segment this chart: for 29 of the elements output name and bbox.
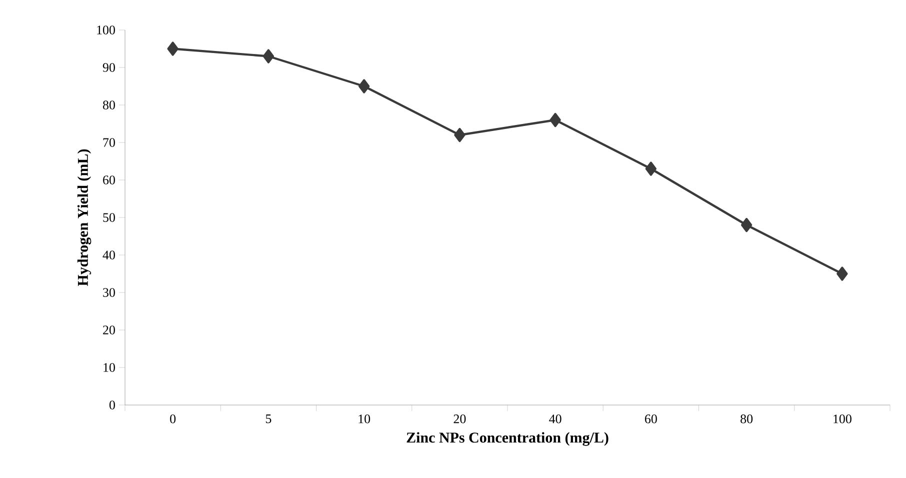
y-tick-label: 10: [104, 363, 115, 372]
x-tick-label: 80: [740, 414, 753, 424]
y-tick-label: 80: [102, 100, 115, 110]
y-tick-label: 90: [102, 63, 115, 72]
y-tick-label: 20: [103, 326, 115, 334]
y-axis-title: Hydrogen Yield (mL): [77, 149, 92, 286]
x-tick-label: 40: [549, 414, 562, 424]
point: [550, 112, 561, 128]
point: [262, 49, 274, 64]
point: [740, 218, 752, 232]
y-tick-label: 30: [103, 288, 115, 297]
x-tick-label: 20: [454, 414, 466, 424]
point: [645, 162, 657, 176]
y-tick-label: 70: [103, 138, 115, 147]
point: [836, 266, 848, 281]
y-tick-label: 60: [103, 176, 115, 184]
x-tick-label: 60: [645, 414, 657, 424]
y-tick-label: 0: [109, 400, 115, 410]
x-tick-label: 0: [170, 414, 176, 424]
x-tick-label: 100: [834, 414, 852, 424]
y-tick-label: 100: [97, 26, 115, 34]
y-tick-label: 50: [103, 213, 115, 222]
y-tick-label: 40: [102, 250, 115, 260]
point: [454, 128, 466, 142]
x-axis-title: Zinc NPs Concentration (mg/L): [406, 432, 608, 446]
point: [358, 79, 370, 94]
x-tick-label: 10: [358, 414, 370, 424]
point: [167, 42, 178, 56]
x-tick-label: 5: [266, 414, 272, 424]
